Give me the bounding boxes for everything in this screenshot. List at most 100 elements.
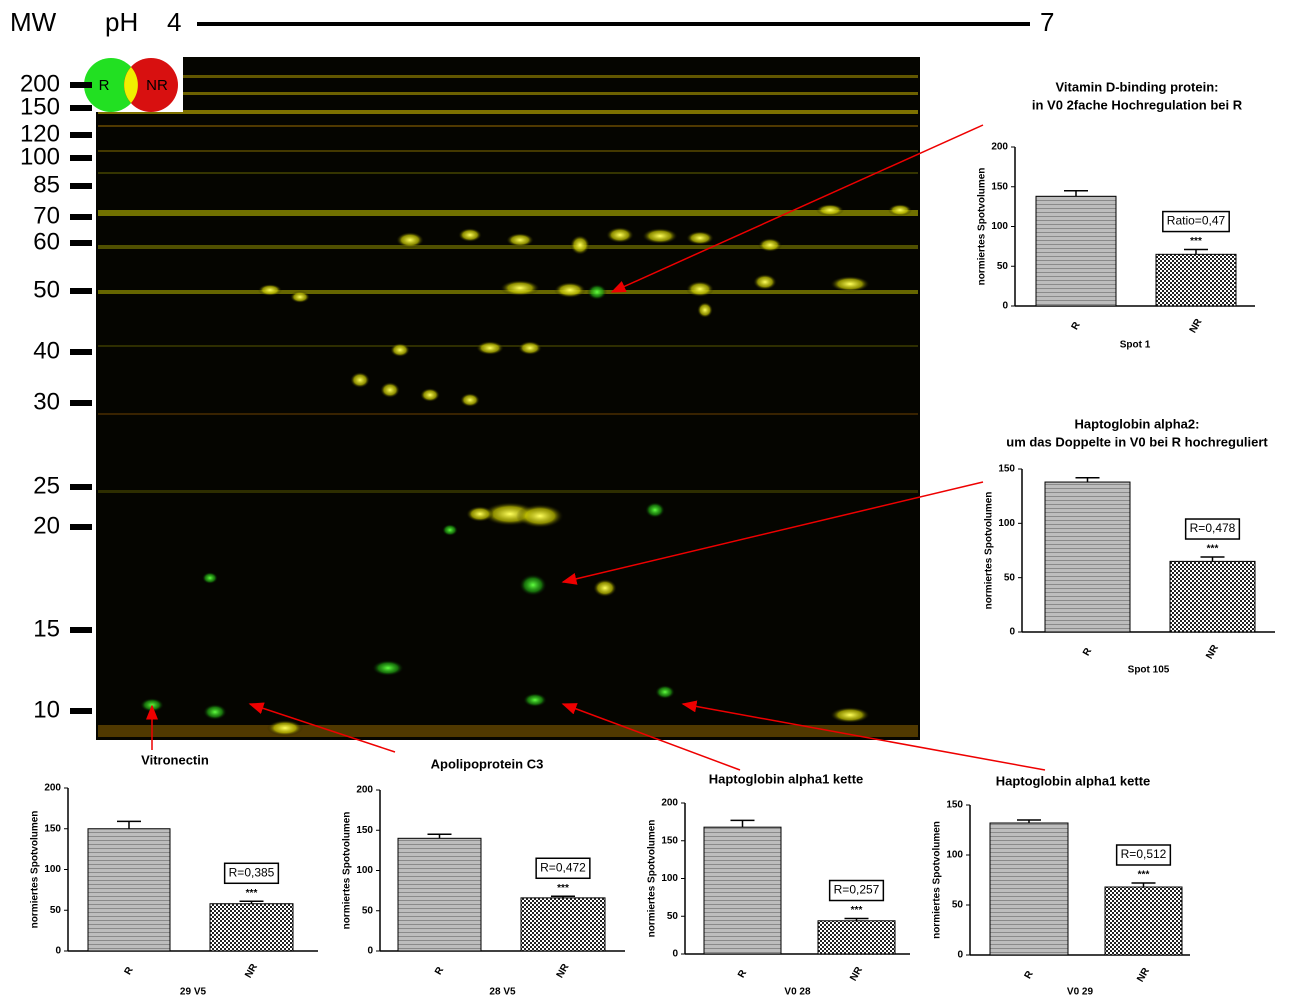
gel-spot: [458, 228, 482, 242]
x-tick-label: NR: [243, 961, 260, 980]
gel-spot: [290, 291, 310, 303]
y-tick-label: 100: [946, 850, 963, 861]
gel-spot: [554, 282, 586, 298]
annotation-box: [1115, 844, 1172, 866]
gel-band: [98, 92, 918, 95]
gel-spot: [350, 372, 370, 388]
y-tick-label: 150: [356, 825, 373, 836]
error-bar: [1184, 248, 1208, 255]
gel-spot: [758, 238, 782, 252]
y-tick-label: 100: [998, 518, 1015, 529]
annotation: R=0,257: [834, 883, 880, 897]
bar: [397, 837, 482, 952]
annotation-box: [1184, 518, 1241, 540]
y-tick-label: 0: [1009, 627, 1015, 638]
gel-spot: [753, 274, 777, 290]
significance: ***: [557, 883, 569, 894]
gel-spot: [888, 204, 912, 216]
gel-band: [98, 150, 918, 152]
gel-spot: [593, 579, 617, 597]
gel-spot: [476, 341, 504, 355]
y-tick-label: 150: [991, 181, 1008, 192]
chart-subtitle: in V0 2fache Hochregulation bei R: [1032, 97, 1243, 112]
mw-marker: [70, 627, 92, 633]
error-bar: [1131, 882, 1156, 887]
mw-label: 15: [33, 615, 60, 642]
annotation-box: [223, 862, 280, 885]
mw-label: 50: [33, 276, 60, 303]
y-tick-label: 0: [672, 949, 678, 960]
mw-label: 60: [33, 228, 60, 255]
gel-spot: [267, 720, 303, 736]
mw-label: 200: [20, 70, 60, 97]
legend: R NR: [84, 57, 183, 112]
mw-marker: [70, 349, 92, 355]
error-bar: [1075, 476, 1100, 483]
mw-marker: [70, 214, 92, 220]
significance: ***: [1190, 236, 1202, 247]
x-axis-label: 28 V5: [489, 987, 516, 998]
mw-marker: [70, 288, 92, 294]
gel-spot: [642, 228, 678, 244]
x-tick-label: R: [736, 968, 750, 980]
error-bar: [1200, 556, 1225, 562]
gel-spot: [258, 284, 282, 296]
mw-label: 10: [33, 696, 60, 723]
mw-label: 120: [20, 120, 60, 147]
gel-spot: [655, 685, 675, 699]
arrows: [146, 124, 1046, 771]
bar: [817, 920, 896, 955]
error-bar: [1064, 189, 1088, 197]
gel-band: [98, 490, 918, 493]
gel-spot: [816, 204, 844, 216]
mw-marker: [70, 82, 92, 88]
gel-spot: [519, 574, 547, 596]
y-tick-label: 200: [661, 798, 678, 809]
y-tick-label: 150: [998, 464, 1015, 475]
y-tick-label: 50: [952, 900, 964, 911]
mw-title: MW: [10, 7, 57, 37]
gel-spot: [518, 341, 542, 355]
bar: [989, 822, 1069, 956]
y-tick-label: 100: [991, 221, 1008, 232]
y-axis-label: normiertes Spotvolumen: [342, 812, 353, 930]
error-bar: [117, 820, 141, 829]
x-axis-label: 29 V5: [180, 987, 207, 998]
gel-band: [98, 75, 918, 78]
mw-label: 100: [20, 143, 60, 170]
y-tick-label: 50: [667, 911, 679, 922]
gel-band: [98, 110, 918, 114]
bar: [520, 897, 606, 952]
gel-band: [98, 725, 918, 737]
y-tick-label: 0: [1002, 301, 1008, 312]
gel-spot: [500, 280, 540, 296]
mw-label: 70: [33, 202, 60, 229]
gel-spot: [523, 693, 547, 707]
y-axis-label: normiertes Spotvolumen: [984, 492, 995, 610]
gel-spot: [587, 284, 607, 300]
gel-spot: [830, 276, 870, 292]
gel-spot: [606, 227, 634, 243]
significance: ***: [851, 905, 863, 916]
annotation: R=0,512: [1121, 847, 1167, 861]
significance: ***: [1207, 544, 1219, 555]
gel-spot: [390, 343, 410, 357]
x-tick-label: R: [433, 965, 447, 977]
significance: ***: [1138, 870, 1150, 881]
mw-marker: [70, 132, 92, 138]
error-bar: [427, 833, 452, 839]
gel-spot: [380, 382, 400, 398]
bar: [1044, 481, 1131, 633]
gel-spot: [686, 281, 714, 297]
significance: ***: [246, 888, 258, 899]
gel-image: [96, 57, 920, 740]
chart-title: Vitamin D-binding protein:: [1056, 79, 1219, 94]
y-tick-label: 150: [661, 835, 678, 846]
annotation-box: [1162, 210, 1230, 233]
gel-spot: [686, 231, 714, 245]
y-tick-label: 150: [946, 800, 963, 811]
y-tick-label: 100: [356, 865, 373, 876]
y-tick-label: 200: [44, 783, 61, 794]
gel-band: [98, 125, 918, 127]
ph-start: 4: [167, 7, 181, 37]
